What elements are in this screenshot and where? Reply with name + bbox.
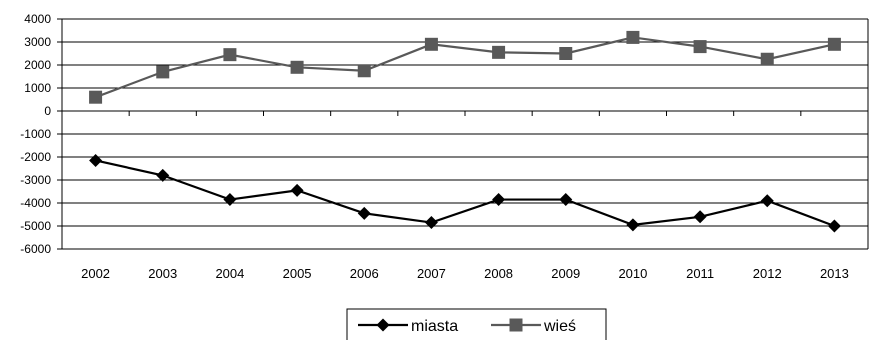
- legend-marker: [509, 318, 523, 332]
- y-tick-label: 0: [44, 104, 51, 118]
- legend-item: wieś: [491, 318, 576, 335]
- data-point-marker: [357, 64, 371, 78]
- x-tick-labels: 2002 2003 2004 2005 2006 2007 2008 2009 2010 2011…: [81, 266, 849, 281]
- y-tick-labels: 4000 3000 2000 1000 0 -1000 -2000 -3000 -4000 -50…: [20, 12, 51, 256]
- series-wieś: [89, 30, 841, 104]
- x-tick-label: 2007: [417, 266, 446, 281]
- x-tick-label: 2002: [81, 266, 110, 281]
- data-point-marker: [223, 48, 237, 62]
- data-point-marker: [357, 206, 371, 220]
- legend-label: miasta: [411, 318, 458, 335]
- data-point-marker: [156, 65, 170, 79]
- data-point-marker: [156, 168, 170, 182]
- data-point-marker: [559, 193, 573, 207]
- legend-marker: [376, 318, 390, 332]
- y-tick-label: -5000: [20, 219, 51, 233]
- x-tick-label: 2003: [148, 266, 177, 281]
- data-point-marker: [492, 193, 506, 207]
- series-line: [95, 159, 835, 228]
- data-point-marker: [626, 218, 640, 232]
- legend-label: wieś: [543, 318, 576, 335]
- legend-item: miasta: [358, 318, 458, 335]
- y-tick-label: 4000: [24, 12, 51, 26]
- y-tick-label: -4000: [20, 196, 51, 210]
- data-point-marker: [827, 37, 841, 51]
- x-tick-label: 2005: [283, 266, 312, 281]
- y-tick-label: -6000: [20, 242, 51, 256]
- y-tick-label: -2000: [20, 150, 51, 164]
- data-point-marker: [760, 194, 774, 208]
- data-point-marker: [89, 90, 103, 104]
- data-point-marker: [693, 210, 707, 224]
- x-tick-label: 2012: [753, 266, 782, 281]
- x-tick-label: 2011: [686, 266, 714, 281]
- data-point-marker: [827, 219, 841, 233]
- x-tick-label: 2008: [484, 266, 513, 281]
- data-point-marker: [424, 216, 438, 230]
- data-point-marker: [424, 37, 438, 51]
- data-point-marker: [559, 47, 573, 60]
- data-point-marker: [290, 60, 304, 74]
- series-miasta: [89, 153, 841, 233]
- series-group: [89, 30, 841, 233]
- x-tick-label: 2013: [820, 266, 849, 281]
- series-line: [95, 36, 835, 99]
- data-point-marker: [492, 45, 506, 59]
- y-tick-label: 3000: [24, 35, 51, 49]
- x-tick-label: 2010: [618, 266, 647, 281]
- y-tick-label: -3000: [20, 173, 51, 187]
- y-tick-label: 1000: [24, 81, 51, 95]
- gridlines: [62, 18, 868, 250]
- data-point-marker: [290, 183, 304, 197]
- x-tick-label: 2006: [350, 266, 379, 281]
- x-tick-label: 2004: [215, 266, 244, 281]
- data-point-marker: [760, 52, 774, 66]
- data-point-marker: [223, 193, 237, 207]
- data-point-marker: [89, 153, 103, 167]
- x-tick-label: 2009: [551, 266, 580, 281]
- y-tick-label: -1000: [20, 127, 51, 141]
- y-tick-label: 2000: [24, 58, 51, 72]
- data-point-marker: [626, 30, 640, 44]
- legend: miasta wieś: [346, 308, 607, 340]
- data-point-marker: [693, 40, 707, 54]
- axes: [57, 18, 869, 250]
